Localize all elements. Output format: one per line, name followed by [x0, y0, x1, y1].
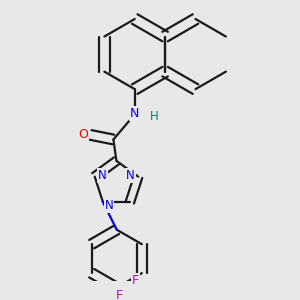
Text: F: F [132, 274, 139, 287]
Text: N: N [130, 107, 140, 120]
Text: N: N [105, 199, 113, 212]
Text: F: F [116, 289, 123, 300]
Text: N: N [126, 169, 135, 182]
Text: O: O [78, 128, 88, 141]
Text: H: H [150, 110, 159, 123]
Text: N: N [98, 169, 107, 182]
